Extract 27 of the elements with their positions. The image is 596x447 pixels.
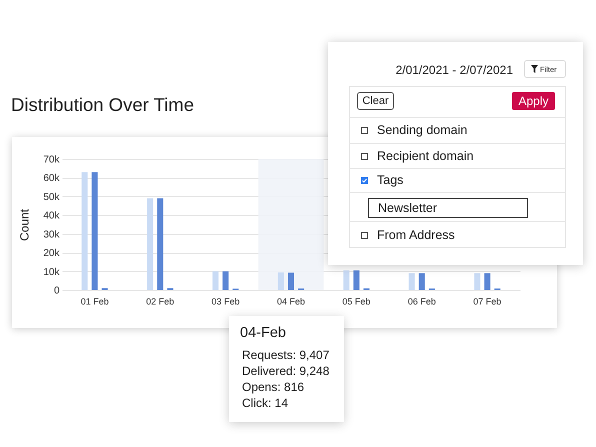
annotation: Recipient domain xyxy=(377,148,474,162)
y-tick-label: 50k xyxy=(43,192,60,203)
y-tick-label: 10k xyxy=(43,266,60,278)
y-tick-label: 0 xyxy=(54,286,60,296)
x-tick-label: 05 Feb xyxy=(342,296,370,306)
y-axis-title: Count xyxy=(17,208,32,242)
y-tick-label: 70k xyxy=(43,154,60,166)
y-tick-label: 20k xyxy=(43,248,60,260)
annotation: Tags xyxy=(377,173,404,187)
x-tick-label: 02 Feb xyxy=(146,296,174,306)
x-tick-label: 01 Feb xyxy=(80,296,109,306)
y-tick-label: 40k xyxy=(43,210,60,222)
annotation: From Address xyxy=(377,228,455,242)
text: 2/01/2021 - 2/07/2021 xyxy=(394,63,513,77)
chart-title: Distribution Over Time xyxy=(11,94,194,115)
button: Apply xyxy=(512,92,555,110)
x-tick-label: 03 Feb xyxy=(212,296,240,306)
text-field: Newsletter xyxy=(368,198,528,218)
x-tick-label: 04 Feb xyxy=(276,296,306,306)
y-tick-label: 60k xyxy=(43,173,60,184)
tooltip-card: 04-Feb Requests: 9,407 Delivered: 9,248 Opens: 816 Click: 14 xyxy=(229,316,344,422)
x-tick-label: 06 Feb xyxy=(408,296,436,306)
x-tick-label: 07 Feb xyxy=(473,296,502,306)
button: Clear xyxy=(357,92,394,110)
y-tick-label: 30k xyxy=(43,229,60,240)
text: Sending domain xyxy=(377,123,468,137)
annotation: Newsletter xyxy=(378,201,438,215)
